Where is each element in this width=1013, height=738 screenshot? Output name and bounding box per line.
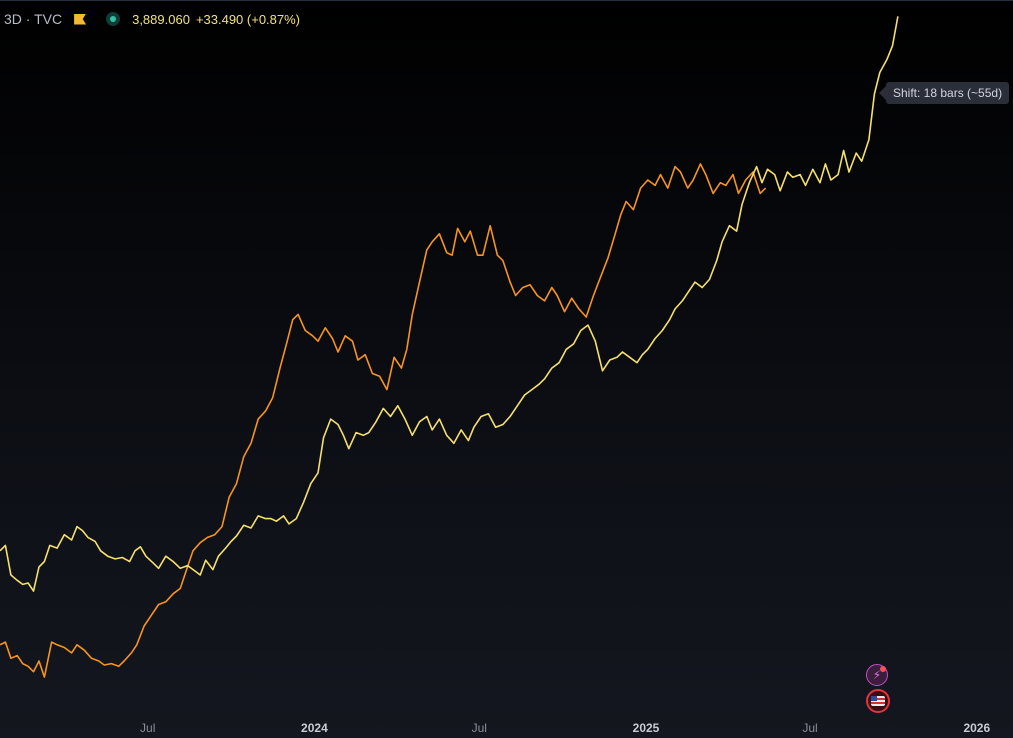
flag-icon[interactable] xyxy=(74,13,87,25)
us-flag-icon[interactable] xyxy=(866,689,890,713)
time-axis: Jul 2024 Jul 2025 Jul 2026 xyxy=(140,721,990,735)
x-tick-label: 2024 xyxy=(301,721,328,735)
x-tick-label: 2026 xyxy=(963,721,990,735)
series-layer xyxy=(0,16,899,678)
last-price: 3,889.060 xyxy=(132,11,190,27)
symbol-label[interactable]: 3D · TVC xyxy=(4,11,63,27)
series-line-main xyxy=(0,16,899,592)
x-tick-label: Jul xyxy=(140,721,155,735)
series-line-shifted xyxy=(0,163,767,678)
price-change: +33.490 (+0.87%) xyxy=(195,11,301,27)
x-tick-label: Jul xyxy=(802,721,817,735)
symbol-legend: 3D · TVC 3,889.060 +33.490 (+0.87%) xyxy=(4,10,300,28)
notification-dot xyxy=(880,666,886,672)
shift-tooltip-text: Shift: 18 bars (~55d) xyxy=(893,86,1003,100)
shift-tooltip: Shift: 18 bars (~55d) xyxy=(878,82,1010,104)
x-tick-label: Jul xyxy=(472,721,487,735)
status-dot-icon xyxy=(106,12,121,26)
x-tick-label: 2025 xyxy=(633,721,660,735)
